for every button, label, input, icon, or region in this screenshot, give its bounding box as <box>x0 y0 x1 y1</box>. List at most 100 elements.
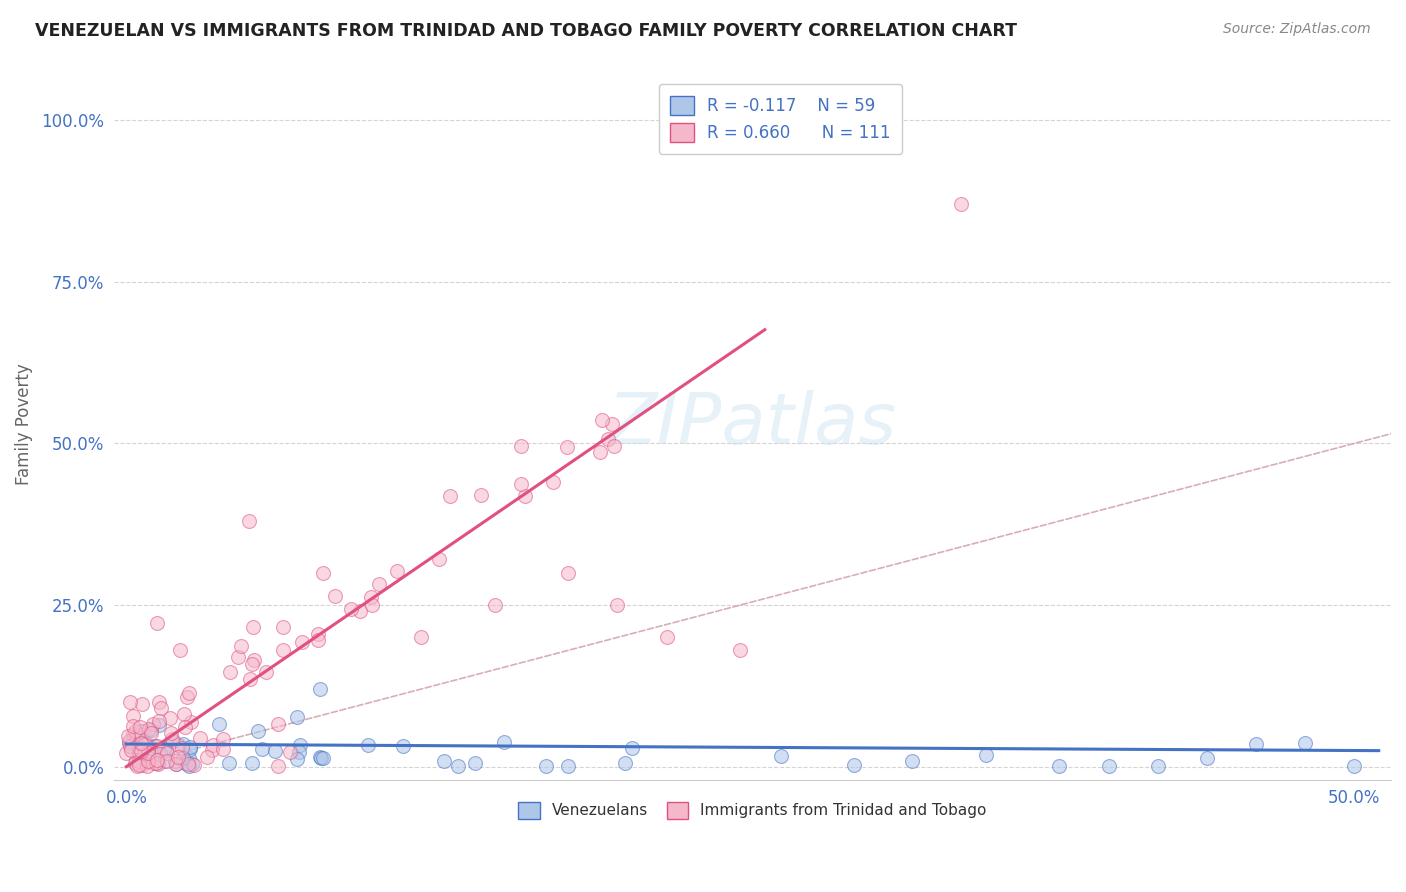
Point <box>142 756 165 770</box>
Point <box>162 733 184 747</box>
Point <box>122 719 145 733</box>
Point <box>124 756 146 771</box>
Point <box>146 757 169 772</box>
Point <box>169 643 191 657</box>
Point <box>145 756 167 771</box>
Point <box>1097 759 1119 773</box>
Point <box>131 743 153 757</box>
Point <box>188 731 211 746</box>
Point <box>307 632 329 647</box>
Point <box>439 489 461 503</box>
Point <box>603 439 626 453</box>
Point <box>176 690 198 705</box>
Point <box>143 739 166 754</box>
Point <box>167 738 190 752</box>
Point <box>166 750 188 764</box>
Point <box>464 756 486 770</box>
Point <box>974 747 997 762</box>
Point <box>287 752 309 766</box>
Point <box>115 747 138 761</box>
Point <box>368 577 391 591</box>
Point <box>219 665 242 680</box>
Point <box>240 657 263 671</box>
Point <box>484 598 506 612</box>
Point <box>266 759 288 773</box>
Point <box>155 755 177 769</box>
Point <box>122 709 145 723</box>
Point <box>254 665 277 680</box>
Point <box>160 726 183 740</box>
Point <box>138 743 160 757</box>
Point <box>139 745 162 759</box>
Point <box>179 741 201 756</box>
Point <box>271 642 294 657</box>
Point <box>118 733 141 747</box>
Text: ZIPatlas: ZIPatlas <box>607 390 897 458</box>
Point <box>357 738 380 752</box>
Point <box>138 722 160 736</box>
Point <box>129 736 152 750</box>
Point <box>148 718 170 732</box>
Point <box>136 746 159 760</box>
Point <box>118 695 141 709</box>
Y-axis label: Family Poverty: Family Poverty <box>15 363 32 485</box>
Point <box>447 759 470 773</box>
Point <box>172 737 194 751</box>
Point <box>728 643 751 657</box>
Point <box>409 631 432 645</box>
Point <box>139 725 162 739</box>
Point <box>134 737 156 751</box>
Point <box>1294 736 1316 750</box>
Point <box>229 640 252 654</box>
Point <box>179 758 201 772</box>
Point <box>128 740 150 755</box>
Point <box>180 715 202 730</box>
Point <box>606 598 628 612</box>
Point <box>340 602 363 616</box>
Point <box>1146 759 1168 773</box>
Point <box>621 741 644 756</box>
Point <box>120 742 142 756</box>
Point <box>307 627 329 641</box>
Point <box>155 743 177 757</box>
Point <box>160 731 183 746</box>
Point <box>598 433 620 447</box>
Point <box>492 735 515 749</box>
Point <box>208 717 231 731</box>
Point <box>173 707 195 722</box>
Point <box>148 695 170 709</box>
Point <box>177 757 200 772</box>
Point <box>901 755 924 769</box>
Point <box>142 716 165 731</box>
Point <box>124 724 146 739</box>
Point <box>212 741 235 756</box>
Point <box>150 700 173 714</box>
Point <box>285 710 308 724</box>
Point <box>128 754 150 768</box>
Point <box>312 751 335 765</box>
Point <box>239 672 262 686</box>
Point <box>148 714 170 729</box>
Point <box>179 739 201 754</box>
Point <box>267 717 290 731</box>
Point <box>142 751 165 765</box>
Point <box>136 759 159 773</box>
Point <box>349 604 371 618</box>
Point <box>128 758 150 772</box>
Point <box>127 759 149 773</box>
Point <box>242 620 264 634</box>
Point <box>117 729 139 743</box>
Point <box>128 745 150 759</box>
Point <box>470 488 492 502</box>
Point <box>250 742 273 756</box>
Point <box>118 736 141 750</box>
Point <box>238 514 260 528</box>
Point <box>152 755 174 769</box>
Point <box>1195 751 1218 765</box>
Point <box>202 739 225 753</box>
Point <box>557 566 579 580</box>
Point <box>510 476 533 491</box>
Point <box>1244 737 1267 751</box>
Point <box>433 754 456 768</box>
Point <box>655 631 678 645</box>
